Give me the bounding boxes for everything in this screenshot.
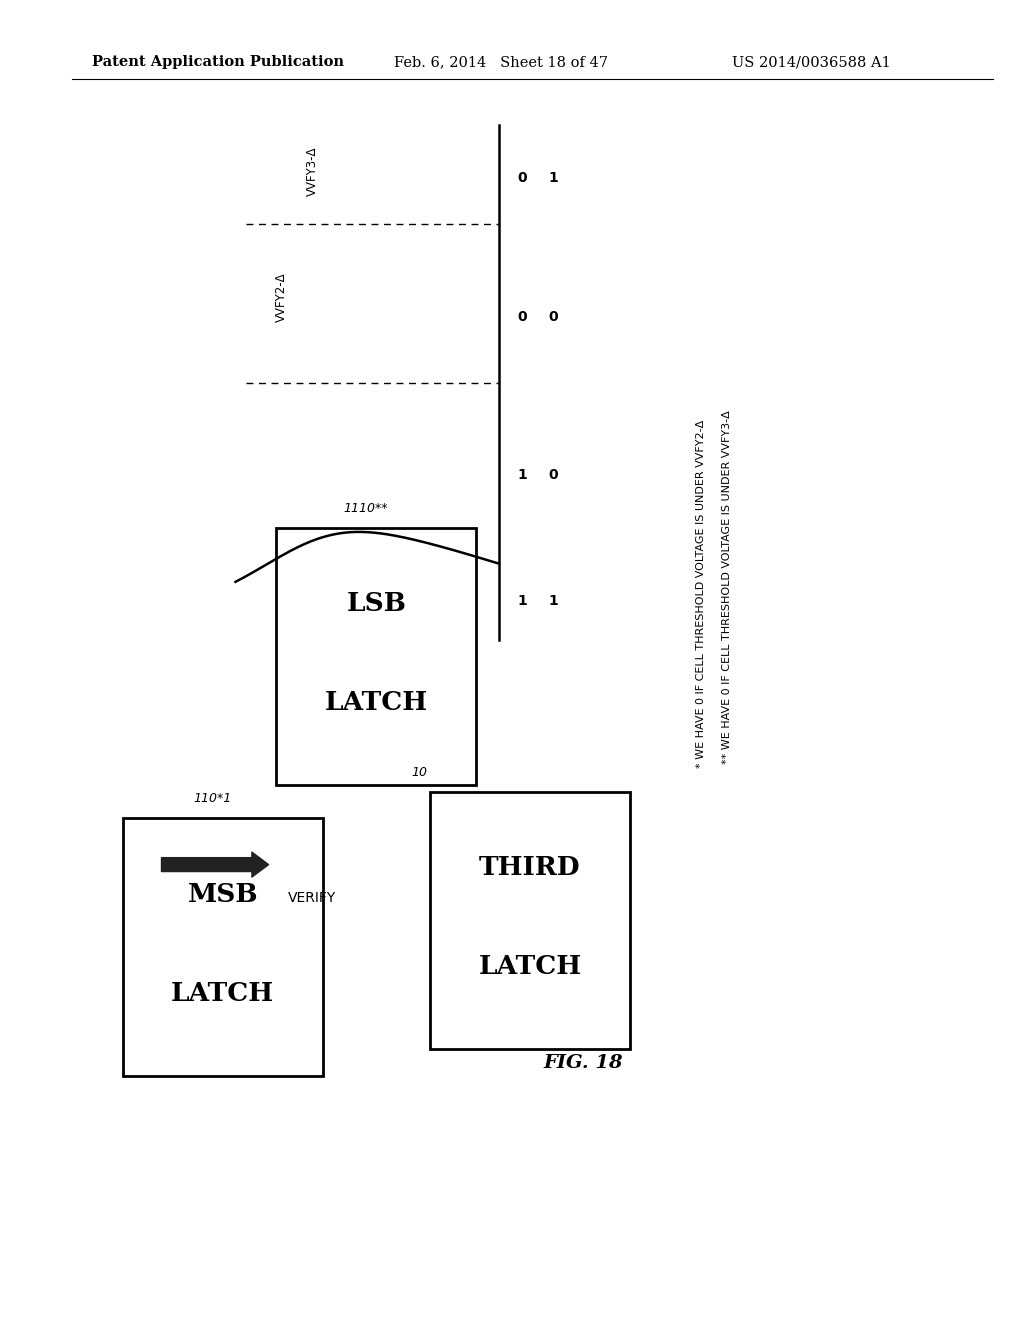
Bar xyxy=(430,792,630,1049)
Text: LATCH: LATCH xyxy=(478,954,582,979)
Text: 1: 1 xyxy=(517,469,527,482)
Text: 0: 0 xyxy=(517,172,527,185)
Text: Patent Application Publication: Patent Application Publication xyxy=(92,55,344,70)
Text: FIG. 18: FIG. 18 xyxy=(544,1053,624,1072)
Text: THIRD: THIRD xyxy=(479,855,581,880)
Text: 0: 0 xyxy=(548,469,558,482)
Text: 1: 1 xyxy=(548,172,558,185)
FancyArrowPatch shape xyxy=(162,853,268,876)
Bar xyxy=(123,818,323,1076)
Bar xyxy=(276,528,476,785)
Text: 0: 0 xyxy=(517,310,527,323)
Text: 0: 0 xyxy=(548,310,558,323)
Text: 1: 1 xyxy=(517,594,527,607)
Text: LATCH: LATCH xyxy=(325,690,428,715)
Text: 1: 1 xyxy=(548,594,558,607)
Text: VVFY3-Δ: VVFY3-Δ xyxy=(306,147,318,197)
Text: 1110**: 1110** xyxy=(344,502,388,515)
Text: ** WE HAVE 0 IF CELL THRESHOLD VOLTAGE IS UNDER VVFY3-Δ: ** WE HAVE 0 IF CELL THRESHOLD VOLTAGE I… xyxy=(722,411,732,764)
Text: LSB: LSB xyxy=(346,591,407,616)
Text: 10: 10 xyxy=(412,766,428,779)
Text: 110*1: 110*1 xyxy=(194,792,231,805)
Text: LATCH: LATCH xyxy=(171,981,274,1006)
Text: VERIFY: VERIFY xyxy=(288,891,337,904)
Text: * WE HAVE 0 IF CELL THRESHOLD VOLTAGE IS UNDER VVFY2-Δ: * WE HAVE 0 IF CELL THRESHOLD VOLTAGE IS… xyxy=(696,420,707,768)
Text: MSB: MSB xyxy=(187,882,258,907)
Text: US 2014/0036588 A1: US 2014/0036588 A1 xyxy=(732,55,891,70)
Text: Feb. 6, 2014   Sheet 18 of 47: Feb. 6, 2014 Sheet 18 of 47 xyxy=(394,55,608,70)
Text: VVFY2-Δ: VVFY2-Δ xyxy=(275,272,288,322)
